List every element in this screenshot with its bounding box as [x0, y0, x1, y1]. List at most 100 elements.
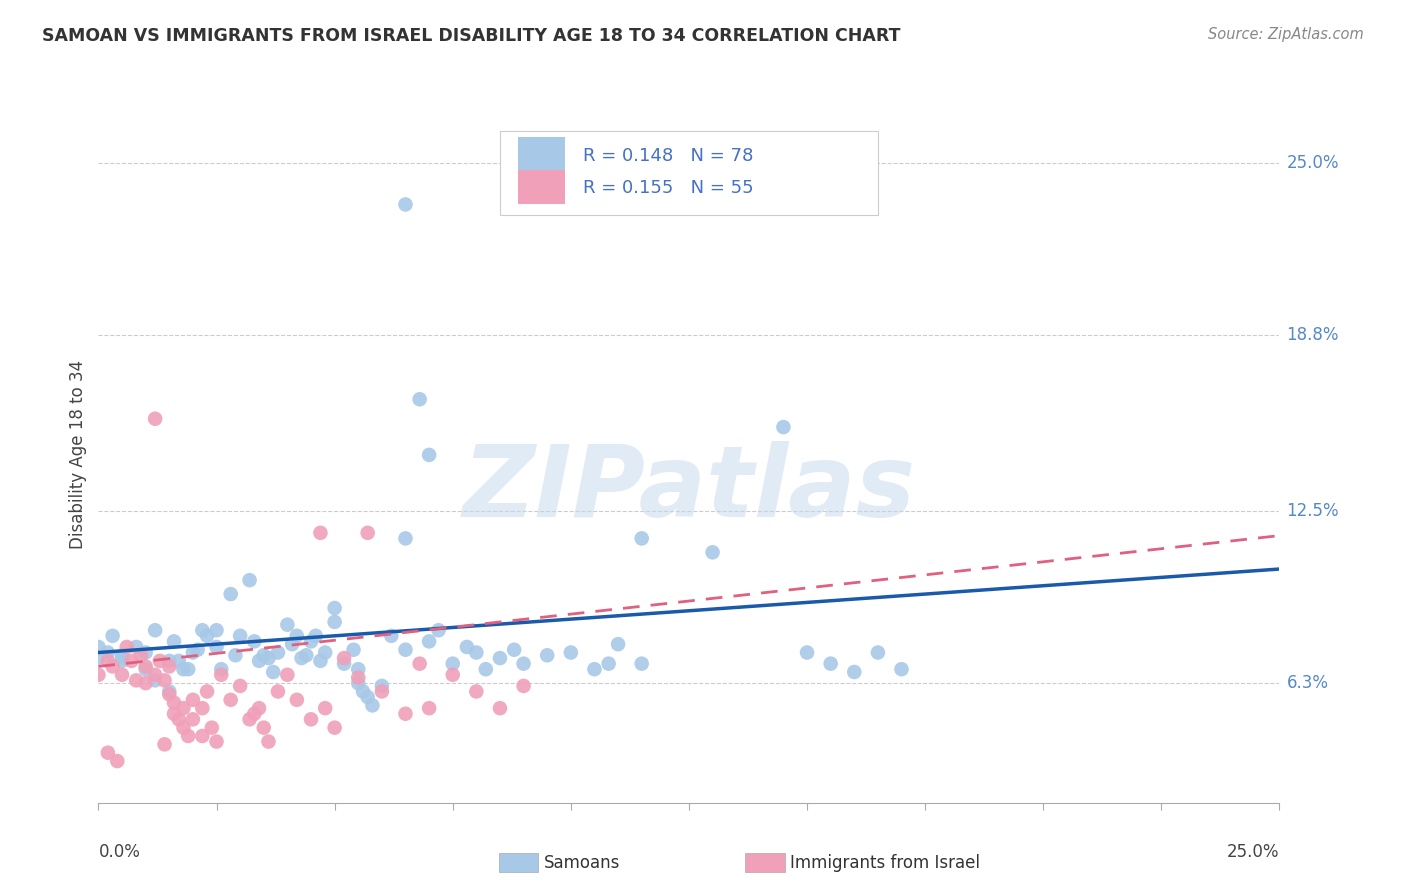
Point: [153, 673, 176, 688]
Point: [408, 392, 430, 407]
Point: [347, 662, 370, 676]
Point: [820, 657, 842, 671]
Point: [394, 642, 416, 657]
Point: [418, 701, 440, 715]
Point: [205, 640, 228, 654]
Point: [299, 712, 322, 726]
Point: [111, 648, 134, 663]
Point: [191, 624, 214, 638]
Point: [323, 615, 346, 629]
Point: [111, 667, 134, 681]
Point: [890, 662, 912, 676]
Text: SAMOAN VS IMMIGRANTS FROM ISRAEL DISABILITY AGE 18 TO 34 CORRELATION CHART: SAMOAN VS IMMIGRANTS FROM ISRAEL DISABIL…: [42, 27, 901, 45]
Point: [796, 646, 818, 660]
Point: [143, 624, 166, 638]
Point: [187, 642, 209, 657]
Point: [243, 634, 266, 648]
Point: [163, 706, 186, 721]
Text: R = 0.148   N = 78: R = 0.148 N = 78: [582, 147, 754, 165]
Point: [299, 634, 322, 648]
Point: [253, 721, 276, 735]
Text: ZIPatlas: ZIPatlas: [463, 442, 915, 538]
Point: [143, 411, 166, 425]
Point: [380, 629, 402, 643]
Point: [465, 684, 488, 698]
Point: [314, 646, 336, 660]
Bar: [517, 137, 565, 172]
Point: [177, 729, 200, 743]
Point: [219, 587, 242, 601]
Point: [87, 667, 110, 681]
Point: [205, 624, 228, 638]
Point: [276, 617, 298, 632]
Point: [267, 646, 290, 660]
Point: [309, 654, 332, 668]
Point: [181, 646, 204, 660]
Point: [512, 657, 534, 671]
Point: [111, 654, 134, 668]
Text: 12.5%: 12.5%: [1286, 501, 1339, 519]
Point: [239, 573, 262, 587]
Point: [607, 637, 630, 651]
Point: [630, 657, 652, 671]
Point: [115, 640, 138, 654]
Point: [191, 729, 214, 743]
Bar: [517, 169, 565, 204]
Point: [253, 648, 276, 663]
Point: [598, 657, 620, 671]
Point: [357, 525, 380, 540]
Point: [157, 659, 180, 673]
Point: [167, 712, 190, 726]
Point: [121, 654, 143, 668]
Text: R = 0.155   N = 55: R = 0.155 N = 55: [582, 179, 754, 197]
Point: [157, 687, 180, 701]
Point: [97, 746, 120, 760]
Point: [630, 532, 652, 546]
Point: [172, 662, 194, 676]
Point: [129, 648, 152, 663]
Point: [181, 712, 204, 726]
Point: [347, 676, 370, 690]
Point: [503, 642, 526, 657]
Point: [172, 721, 194, 735]
Point: [702, 545, 724, 559]
Point: [512, 679, 534, 693]
Point: [135, 646, 157, 660]
Point: [172, 701, 194, 715]
Point: [276, 667, 298, 681]
Point: [418, 448, 440, 462]
Point: [195, 684, 218, 698]
Point: [243, 706, 266, 721]
Point: [489, 701, 512, 715]
Point: [394, 706, 416, 721]
Point: [394, 197, 416, 211]
Point: [314, 701, 336, 715]
Point: [323, 721, 346, 735]
Point: [135, 662, 157, 676]
Point: [866, 646, 889, 660]
Point: [229, 629, 252, 643]
Point: [342, 642, 364, 657]
Text: 25.0%: 25.0%: [1286, 153, 1339, 171]
Point: [560, 646, 582, 660]
Point: [536, 648, 558, 663]
Point: [97, 654, 120, 668]
Text: Samoans: Samoans: [544, 854, 620, 871]
Point: [583, 662, 606, 676]
Point: [167, 654, 190, 668]
Point: [157, 684, 180, 698]
Point: [441, 667, 464, 681]
Point: [224, 648, 246, 663]
Point: [361, 698, 384, 713]
Point: [209, 667, 232, 681]
Point: [371, 684, 394, 698]
Point: [371, 679, 394, 693]
Point: [257, 651, 280, 665]
Point: [153, 737, 176, 751]
Point: [844, 665, 866, 679]
Point: [125, 640, 148, 654]
Point: [418, 634, 440, 648]
Point: [105, 754, 128, 768]
Point: [195, 629, 218, 643]
Point: [191, 701, 214, 715]
